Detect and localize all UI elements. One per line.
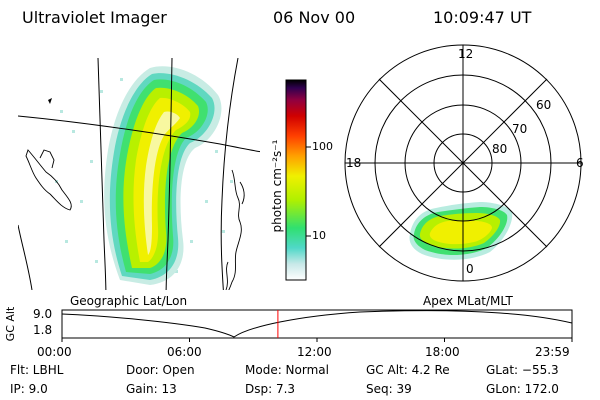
colorbar-ticks bbox=[306, 146, 311, 237]
geographic-panel-label: Geographic Lat/Lon bbox=[70, 294, 188, 308]
date-label: 06 Nov 00 bbox=[273, 8, 356, 27]
polar-mlt-12: 12 bbox=[458, 47, 474, 61]
colorbar-tick-10: 10 bbox=[312, 229, 326, 242]
timeline-tick-label: 12:00 bbox=[297, 345, 332, 359]
coastline-chile bbox=[225, 169, 245, 290]
info-dsp: Dsp: 7.3 bbox=[245, 382, 296, 396]
timeline-frame bbox=[61, 309, 573, 339]
geo-grid bbox=[18, 58, 260, 290]
polar-lat-60: 60 bbox=[536, 98, 552, 112]
timeline-ylabel: GC Alt bbox=[4, 306, 17, 342]
polar-aurora-yellow bbox=[429, 220, 492, 245]
colorbar bbox=[285, 79, 307, 281]
info-seq: Seq: 39 bbox=[366, 382, 412, 396]
timeline-tick-label: 18:00 bbox=[425, 345, 460, 359]
polar-plot bbox=[344, 44, 582, 282]
timeline-tick-label: 23:59 bbox=[535, 345, 570, 359]
timeline-altitude-curve bbox=[61, 310, 573, 338]
timeline-tick-label: 00:00 bbox=[37, 345, 72, 359]
info-mode: Mode: Normal bbox=[245, 363, 329, 377]
info-ip: IP: 9.0 bbox=[10, 382, 48, 396]
info-gcalt: GC Alt: 4.2 Re bbox=[366, 363, 450, 377]
info-glon: GLon: 172.0 bbox=[486, 382, 559, 396]
north-indicator-icon bbox=[48, 98, 52, 104]
polar-mlt-0: 0 bbox=[466, 262, 474, 276]
polar-mlt-6: 6 bbox=[576, 156, 584, 170]
polar-lat-70: 70 bbox=[512, 122, 528, 136]
timeline-y-low: 1.8 bbox=[33, 323, 53, 337]
polar-lat-80: 80 bbox=[492, 142, 508, 156]
polar-mlt-18: 18 bbox=[346, 156, 362, 170]
info-glat: GLat: −55.3 bbox=[486, 363, 559, 377]
info-gain: Gain: 13 bbox=[126, 382, 177, 396]
timeline-y-high: 9.0 bbox=[33, 307, 53, 321]
apex-panel-label: Apex MLat/MLT bbox=[423, 294, 513, 308]
coastline-nz bbox=[25, 149, 72, 211]
info-door: Door: Open bbox=[126, 363, 195, 377]
instrument-title: Ultraviolet Imager bbox=[22, 8, 167, 27]
timeline-tick-label: 06:00 bbox=[167, 345, 202, 359]
aurora-core bbox=[143, 111, 180, 256]
timeline-ticks bbox=[61, 338, 573, 342]
polar-diag-2 bbox=[378, 78, 548, 248]
info-flt: Flt: LBHL bbox=[10, 363, 64, 377]
colorbar-unit-label: photon cm⁻²s⁻¹ bbox=[270, 139, 284, 233]
colorbar-tick-100: 100 bbox=[312, 140, 333, 153]
time-label: 10:09:47 UT bbox=[433, 8, 532, 27]
geographic-image bbox=[18, 58, 260, 290]
